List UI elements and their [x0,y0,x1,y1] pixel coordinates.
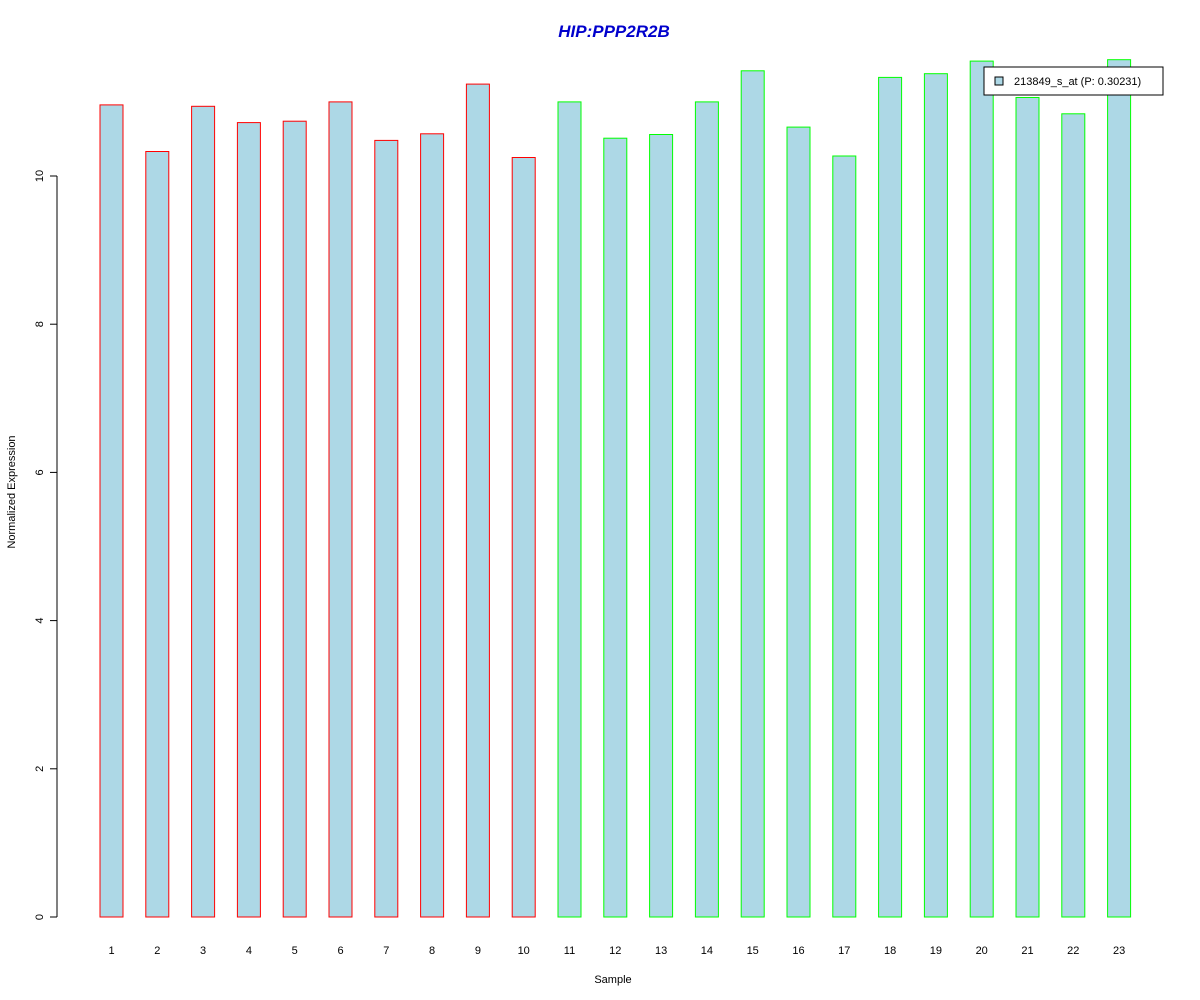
x-tick-label: 17 [838,945,850,957]
bar-sample-12 [603,137,628,918]
y-axis: 0 2 4 6 8 10 [34,170,58,920]
legend-box [983,66,1164,96]
bar-sample-1 [99,104,124,918]
bar-sample-9 [465,83,490,918]
bar-sample-11 [557,101,582,918]
bar-sample-3 [191,105,216,918]
x-tick-label: 8 [429,945,435,957]
x-tick-label: 2 [154,945,160,957]
x-tick-label: 23 [1113,945,1125,957]
bar-sample-7 [374,139,399,918]
x-tick-label: 6 [337,945,343,957]
bar-sample-13 [649,134,674,918]
bar-sample-15 [740,70,765,918]
x-tick-label: 12 [609,945,621,957]
x-tick-label: 19 [930,945,942,957]
bar-sample-22 [1061,113,1086,918]
x-tick-label: 7 [383,945,389,957]
x-tick-label: 9 [475,945,481,957]
legend-swatch [994,76,1004,86]
y-axis-label: Normalized Expression [6,435,18,548]
y-tick-label: 0 [34,914,46,920]
bar-sample-2 [145,151,170,918]
y-tick-label: 4 [34,618,46,624]
x-tick-label: 20 [976,945,988,957]
x-tick-label: 15 [747,945,759,957]
bar-sample-23 [1107,59,1132,918]
bar-sample-17 [832,155,857,918]
bar-sample-16 [786,126,811,918]
x-tick-label: 11 [564,945,575,957]
x-tick-label: 5 [292,945,298,957]
x-tick-label: 22 [1067,945,1079,957]
x-tick-label: 3 [200,945,206,957]
x-tick-label: 1 [108,945,114,957]
x-axis-label: Sample [594,974,631,986]
bar-sample-10 [511,157,536,918]
y-tick-label: 2 [34,766,46,772]
bar-sample-20 [969,60,994,918]
legend: 213849_s_at (P: 0.30231) [983,66,1164,96]
y-tick-label: 6 [34,469,46,475]
x-tick-label: 10 [518,945,530,957]
x-tick-label: 16 [792,945,804,957]
x-tick-labels: 1 2 3 4 5 6 7 8 9 10 11 12 13 14 15 16 17 18 19 20 21 22 23 [108,945,1125,957]
bar-sample-21 [1015,97,1040,918]
chart-title: HIP:PPP2R2B [558,22,669,41]
bar-sample-4 [236,122,261,918]
bar-sample-6 [328,101,353,918]
x-tick-label: 21 [1021,945,1033,957]
y-tick-label: 10 [34,170,46,182]
bar-sample-14 [694,101,719,918]
bars-layer [99,59,1132,918]
bar-sample-8 [420,133,445,918]
legend-series-label: 213849_s_at (P: 0.30231) [1014,76,1141,88]
bar-sample-19 [923,73,948,918]
x-tick-label: 14 [701,945,713,957]
y-tick-label: 8 [34,321,46,327]
bar-sample-5 [282,120,307,918]
x-tick-label: 18 [884,945,896,957]
x-tick-label: 4 [246,945,252,957]
bar-sample-18 [878,76,903,918]
x-tick-label: 13 [655,945,667,957]
